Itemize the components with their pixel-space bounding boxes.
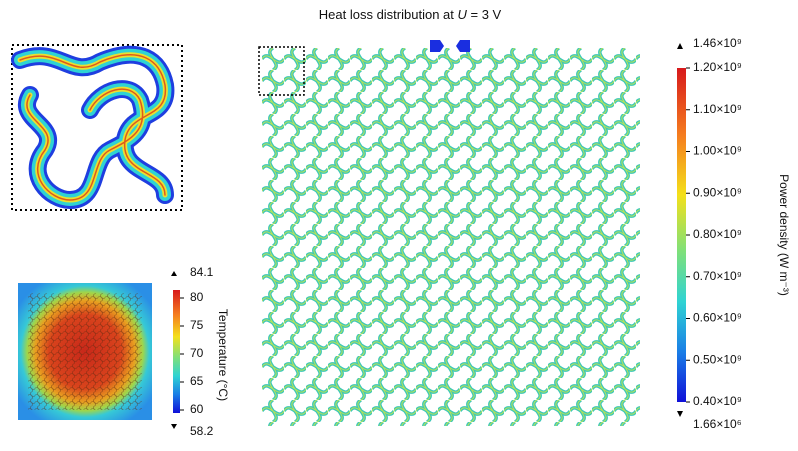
- temperature-min: 58.2: [190, 424, 214, 438]
- power-tick-label: 1.20×10⁹: [693, 60, 742, 74]
- temperature-max: 84.1: [190, 265, 214, 279]
- power-colorbar: [677, 68, 686, 402]
- temperature-tick-label: 65: [190, 374, 204, 388]
- title-text: = 3 V: [467, 7, 502, 22]
- temperature-axis-label: Temperature (°C): [216, 309, 230, 401]
- power-tick-label: 0.90×10⁹: [693, 185, 742, 199]
- title: Heat loss distribution at U = 3 V: [319, 7, 502, 22]
- power-min: 1.66×10⁶: [693, 417, 742, 431]
- figure: Heat loss distribution at U = 3 V 84.1 5…: [0, 0, 798, 446]
- power-tick-label: 1.00×10⁹: [693, 144, 742, 158]
- heater-pattern: [262, 48, 640, 426]
- temperature-tick-label: 60: [190, 402, 204, 416]
- power-tick-label: 0.50×10⁹: [693, 352, 742, 366]
- power-axis-label: Power density (W m⁻³): [777, 174, 791, 296]
- temperature-heater-overlay: [28, 293, 142, 410]
- title-text: Heat loss distribution at: [319, 7, 458, 22]
- temperature-tick-label: 70: [190, 346, 204, 360]
- temperature-tick-label: 80: [190, 290, 204, 304]
- power-tick-label: 0.40×10⁹: [693, 394, 742, 408]
- temperature-colorbar: [173, 290, 180, 413]
- power-tick-label: 0.70×10⁹: [693, 269, 742, 283]
- power-tick-label: 0.80×10⁹: [693, 227, 742, 241]
- power-max: 1.46×10⁹: [693, 36, 742, 50]
- temperature-tick-label: 75: [190, 318, 204, 332]
- power-tick-label: 1.10×10⁹: [693, 102, 742, 116]
- power-tick-label: 0.60×10⁹: [693, 311, 742, 325]
